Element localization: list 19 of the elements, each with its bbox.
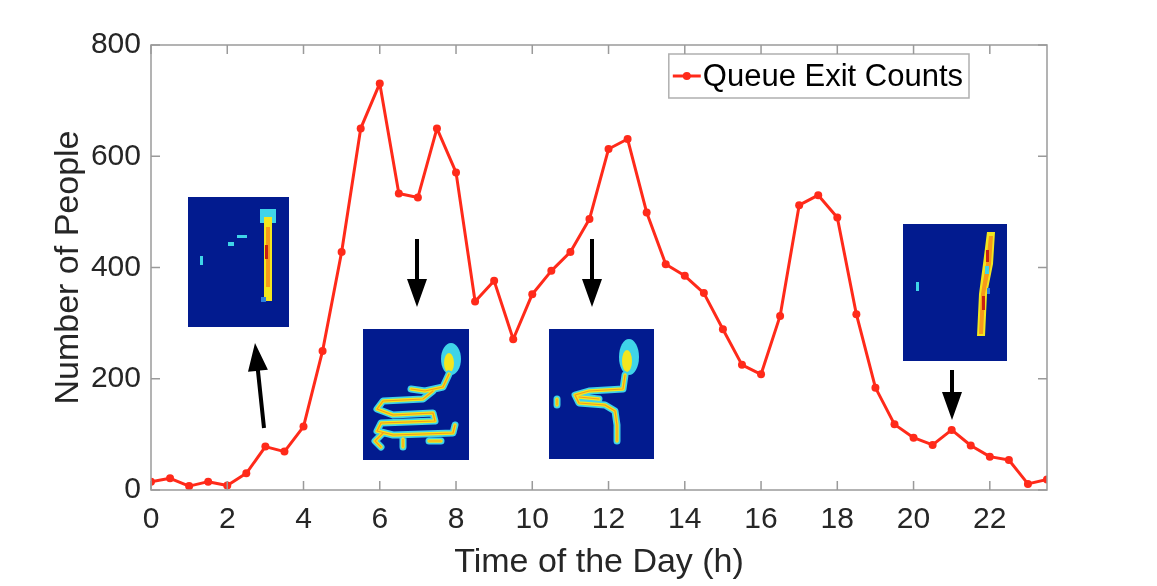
x-tick-label: 20 — [896, 501, 931, 535]
x-tick-label: 22 — [973, 501, 1007, 535]
y-tick-label: 0 — [124, 471, 141, 505]
y-tick-label: 600 — [90, 137, 141, 171]
x-axis-title: Time of the Day (h) — [454, 540, 744, 579]
legend-label: Queue Exit Counts — [702, 57, 963, 93]
x-tick-label: 12 — [591, 501, 626, 535]
y-tick-label: 800 — [90, 26, 141, 60]
x-tick-label: 2 — [218, 501, 236, 535]
x-tick-label: 8 — [447, 501, 465, 535]
y-tick-label: 200 — [90, 360, 141, 394]
x-tick-label: 10 — [515, 501, 549, 535]
y-axis-title: Number of People — [46, 130, 85, 405]
x-tick-label: 6 — [371, 501, 389, 535]
x-tick-label: 18 — [820, 501, 854, 535]
x-tick-label: 16 — [744, 501, 778, 535]
x-tick-label: 14 — [668, 501, 702, 535]
x-tick-label: 4 — [295, 501, 312, 535]
y-tick-label: 400 — [90, 248, 141, 282]
